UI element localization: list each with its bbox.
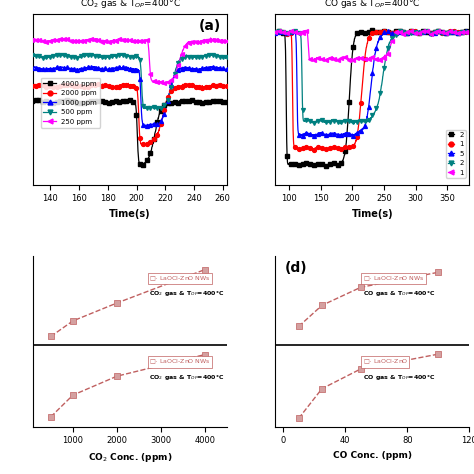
Point — [318, 301, 326, 309]
Legend: 2, 1, 5, 2, 1: 2, 1, 5, 2, 1 — [446, 130, 466, 178]
Point — [295, 415, 302, 422]
Text: $□$- LaOCl-ZnO NWs: $□$- LaOCl-ZnO NWs — [363, 274, 424, 283]
Legend: 4000 ppm, 2000 ppm, 1000 ppm, 500 ppm, 250 ppm: 4000 ppm, 2000 ppm, 1000 ppm, 500 ppm, 2… — [41, 78, 100, 128]
Point — [435, 350, 442, 358]
Text: $□$- LaOCl-ZnO NWs: $□$- LaOCl-ZnO NWs — [149, 358, 211, 366]
X-axis label: CO$_2$ Conc. (ppm): CO$_2$ Conc. (ppm) — [88, 451, 173, 464]
Text: (d): (d) — [285, 261, 308, 275]
Point — [318, 385, 326, 392]
Point — [69, 317, 77, 325]
X-axis label: Time(s): Time(s) — [352, 209, 393, 219]
Text: (a): (a) — [199, 19, 221, 33]
Text: CO gas & T$_{OP}$=400°C: CO gas & T$_{OP}$=400°C — [363, 290, 435, 299]
Point — [113, 299, 121, 307]
Point — [113, 373, 121, 380]
Text: CO gas & T$_{OP}$=400°C: CO gas & T$_{OP}$=400°C — [363, 373, 435, 382]
Text: CO$_2$ gas & T$_{OP}$=400°C: CO$_2$ gas & T$_{OP}$=400°C — [149, 290, 225, 299]
Text: $□$- LaOCl-ZnO: $□$- LaOCl-ZnO — [363, 358, 408, 366]
Point — [201, 266, 209, 273]
Text: CO$_2$ gas & T$_{OP}$=400°C: CO$_2$ gas & T$_{OP}$=400°C — [149, 373, 225, 382]
Point — [357, 365, 365, 373]
Point — [69, 392, 77, 399]
Point — [295, 323, 302, 330]
X-axis label: Time(s): Time(s) — [109, 209, 151, 219]
Point — [357, 283, 365, 291]
Title: CO$_2$ gas & T$_{OP}$=400°C: CO$_2$ gas & T$_{OP}$=400°C — [80, 0, 181, 10]
Title: CO gas & T$_{OP}$=400°C: CO gas & T$_{OP}$=400°C — [324, 0, 420, 10]
X-axis label: CO Conc. (ppm): CO Conc. (ppm) — [333, 451, 412, 460]
Point — [435, 268, 442, 276]
Point — [47, 333, 55, 340]
Point — [47, 413, 55, 420]
Point — [201, 351, 209, 358]
Text: $□$- LaOCl-ZnO NWs: $□$- LaOCl-ZnO NWs — [149, 274, 211, 283]
